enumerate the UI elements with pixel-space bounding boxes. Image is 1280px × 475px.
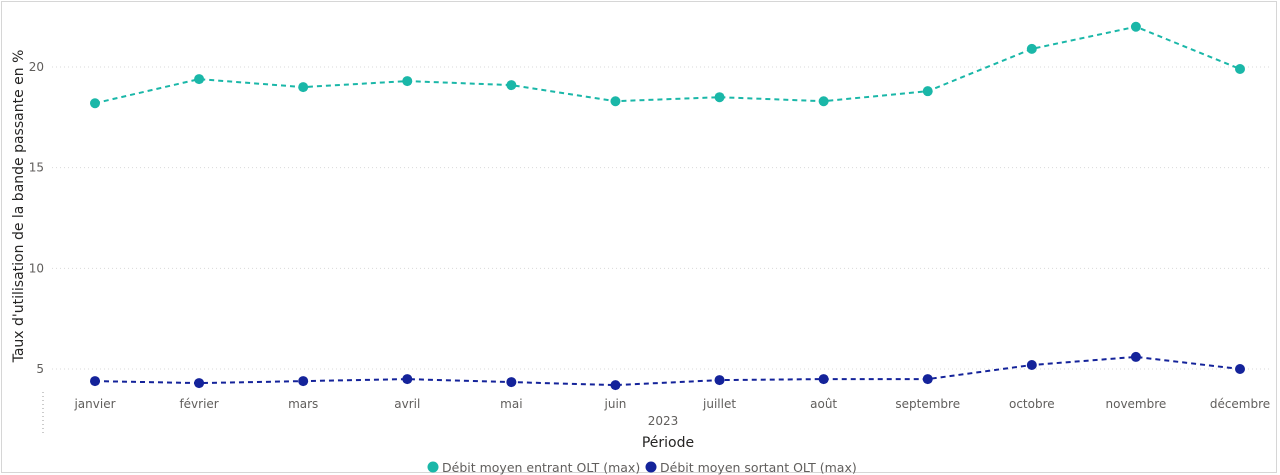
legend-label-sortant: Débit moyen sortant OLT (max) — [660, 460, 857, 475]
data-point-0-6[interactable] — [714, 92, 725, 103]
data-point-0-2[interactable] — [298, 82, 309, 93]
data-point-1-3[interactable] — [402, 374, 413, 385]
legend-marker-entrant — [427, 461, 439, 473]
data-point-0-8[interactable] — [922, 86, 933, 97]
legend: Débit moyen entrant OLT (max) Débit moye… — [427, 460, 857, 475]
series-line-0 — [94, 25, 1241, 105]
gridlines — [52, 66, 1272, 370]
x-tick-label: octobre — [1009, 397, 1055, 411]
data-point-1-4[interactable] — [506, 377, 517, 388]
legend-marker-sortant — [645, 461, 657, 473]
x-tick-label: août — [810, 397, 837, 411]
x-tick-label: juin — [604, 397, 627, 411]
data-point-0-7[interactable] — [818, 96, 829, 107]
x-tick-label: septembre — [895, 397, 960, 411]
series-line-1 — [94, 355, 1241, 387]
y-axis-ticks: 5 10 15 20 — [29, 60, 44, 376]
data-point-0-9[interactable] — [1026, 43, 1037, 54]
x-axis-ticks: janvier février mars avril mai juin juillet aoû… — [73, 397, 1270, 411]
data-point-0-1[interactable] — [194, 74, 205, 85]
data-point-1-0[interactable] — [90, 376, 100, 387]
data-point-1-11[interactable] — [1235, 364, 1245, 374]
y-tick-label: 10 — [29, 261, 44, 275]
data-point-0-11[interactable] — [1235, 64, 1245, 75]
x-tick-label: mai — [500, 397, 522, 411]
x-tick-label: janvier — [73, 397, 115, 411]
data-point-0-10[interactable] — [1130, 21, 1141, 32]
x-tick-label: avril — [394, 397, 420, 411]
x-tick-label: juillet — [702, 397, 736, 411]
y-tick-label: 20 — [29, 60, 44, 74]
x-tick-label: décembre — [1210, 397, 1270, 411]
data-point-1-8[interactable] — [922, 374, 933, 385]
x-axis-title: Période — [642, 435, 694, 451]
x-tick-label: mars — [288, 397, 318, 411]
x-axis-group-label: 2023 — [648, 414, 679, 428]
data-point-0-4[interactable] — [506, 80, 517, 91]
data-point-1-7[interactable] — [818, 374, 829, 385]
x-tick-label: février — [179, 397, 218, 411]
legend-label-entrant: Débit moyen entrant OLT (max) — [442, 460, 640, 475]
data-point-1-6[interactable] — [714, 375, 725, 386]
y-axis-title: Taux d'utilisation de la bande passante … — [11, 50, 27, 364]
data-point-1-9[interactable] — [1026, 359, 1037, 370]
data-point-1-5[interactable] — [610, 380, 621, 391]
y-tick-label: 15 — [29, 161, 44, 175]
data-point-0-0[interactable] — [90, 98, 100, 109]
series-layer — [90, 21, 1245, 391]
data-point-1-2[interactable] — [298, 376, 309, 387]
x-tick-label: novembre — [1106, 397, 1167, 411]
data-point-0-5[interactable] — [610, 96, 621, 107]
y-tick-label: 5 — [36, 362, 44, 376]
data-point-1-10[interactable] — [1130, 351, 1141, 362]
data-point-0-3[interactable] — [402, 76, 413, 87]
data-point-1-1[interactable] — [194, 378, 205, 389]
